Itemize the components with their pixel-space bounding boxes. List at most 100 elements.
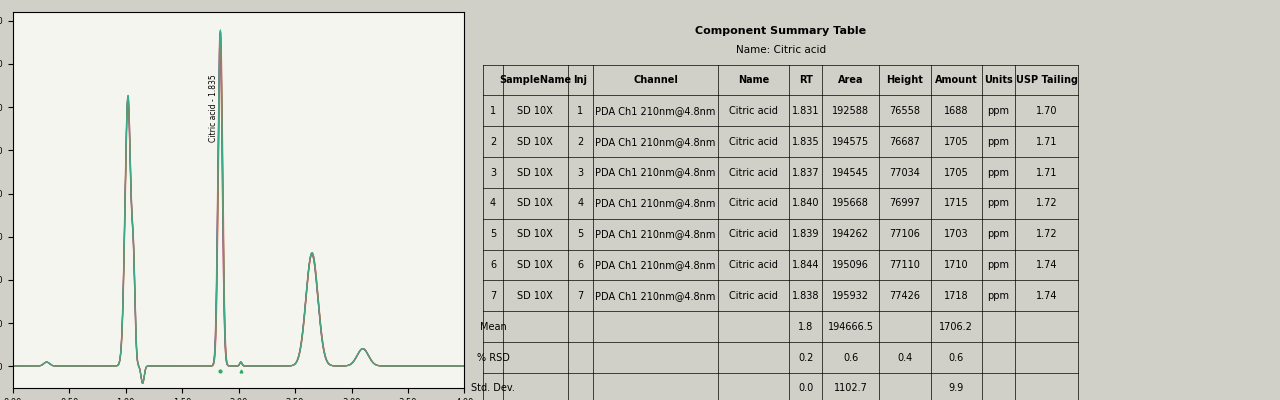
Text: Component Summary Table: Component Summary Table <box>695 26 867 36</box>
Text: PDA Ch1 210nm@4.8nm: PDA Ch1 210nm@4.8nm <box>595 106 716 116</box>
Text: Citric acid: Citric acid <box>730 137 778 147</box>
Text: 195932: 195932 <box>832 291 869 301</box>
Text: PDA Ch1 210nm@4.8nm: PDA Ch1 210nm@4.8nm <box>595 291 716 301</box>
Text: 0.2: 0.2 <box>797 352 813 362</box>
Text: 77034: 77034 <box>890 168 920 178</box>
Text: Citric acid: Citric acid <box>730 106 778 116</box>
Text: 192588: 192588 <box>832 106 869 116</box>
Text: SD 10X: SD 10X <box>517 137 553 147</box>
Text: 6: 6 <box>577 260 584 270</box>
Text: Amount: Amount <box>934 75 978 85</box>
Text: 76558: 76558 <box>890 106 920 116</box>
Text: 2: 2 <box>577 137 584 147</box>
Text: PDA Ch1 210nm@4.8nm: PDA Ch1 210nm@4.8nm <box>595 260 716 270</box>
Text: 1: 1 <box>577 106 584 116</box>
Text: 1.835: 1.835 <box>792 137 819 147</box>
Text: PDA Ch1 210nm@4.8nm: PDA Ch1 210nm@4.8nm <box>595 137 716 147</box>
Text: 4: 4 <box>490 198 497 208</box>
Text: 7: 7 <box>490 291 497 301</box>
Text: ppm: ppm <box>987 291 1010 301</box>
Text: Inj: Inj <box>573 75 588 85</box>
Text: 1710: 1710 <box>943 260 969 270</box>
Text: 1.837: 1.837 <box>792 168 819 178</box>
Text: 1.838: 1.838 <box>792 291 819 301</box>
Text: Name: Name <box>737 75 769 85</box>
Text: SD 10X: SD 10X <box>517 168 553 178</box>
Text: 5: 5 <box>577 229 584 239</box>
Text: 1.831: 1.831 <box>792 106 819 116</box>
Text: 9.9: 9.9 <box>948 383 964 393</box>
Text: 6: 6 <box>490 260 497 270</box>
Text: 1.8: 1.8 <box>797 322 813 332</box>
Text: Units: Units <box>984 75 1012 85</box>
Text: Citric acid: Citric acid <box>730 229 778 239</box>
Text: ppm: ppm <box>987 137 1010 147</box>
Text: RT: RT <box>799 75 813 85</box>
Text: Name: Citric acid: Name: Citric acid <box>736 44 826 54</box>
Text: 1: 1 <box>490 106 497 116</box>
Text: 194262: 194262 <box>832 229 869 239</box>
Text: 1.74: 1.74 <box>1036 291 1057 301</box>
Text: 0.4: 0.4 <box>897 352 913 362</box>
Text: SD 10X: SD 10X <box>517 229 553 239</box>
Text: 5: 5 <box>490 229 497 239</box>
Text: Height: Height <box>886 75 923 85</box>
Text: 1.72: 1.72 <box>1036 198 1057 208</box>
Text: 0.6: 0.6 <box>844 352 859 362</box>
Text: 7: 7 <box>577 291 584 301</box>
Text: 1688: 1688 <box>943 106 969 116</box>
Text: ppm: ppm <box>987 260 1010 270</box>
Text: 1718: 1718 <box>943 291 969 301</box>
Text: 1715: 1715 <box>943 198 969 208</box>
Text: 1705: 1705 <box>943 137 969 147</box>
Text: SD 10X: SD 10X <box>517 106 553 116</box>
Text: 1703: 1703 <box>943 229 969 239</box>
Text: 194545: 194545 <box>832 168 869 178</box>
Text: 194575: 194575 <box>832 137 869 147</box>
Text: 4: 4 <box>577 198 584 208</box>
Text: SD 10X: SD 10X <box>517 291 553 301</box>
Text: USP Tailing: USP Tailing <box>1016 75 1078 85</box>
Text: PDA Ch1 210nm@4.8nm: PDA Ch1 210nm@4.8nm <box>595 168 716 178</box>
Text: 1.72: 1.72 <box>1036 229 1057 239</box>
Text: SD 10X: SD 10X <box>517 198 553 208</box>
Text: 1.74: 1.74 <box>1036 260 1057 270</box>
Text: Citric acid: Citric acid <box>730 260 778 270</box>
Text: SD 10X: SD 10X <box>517 260 553 270</box>
Text: 77110: 77110 <box>890 260 920 270</box>
Text: Citric acid - 1.835: Citric acid - 1.835 <box>209 74 218 142</box>
Text: Std. Dev.: Std. Dev. <box>471 383 515 393</box>
Text: 1.839: 1.839 <box>792 229 819 239</box>
Text: Citric acid: Citric acid <box>730 168 778 178</box>
Text: 1.844: 1.844 <box>792 260 819 270</box>
Text: 1.840: 1.840 <box>792 198 819 208</box>
Text: 1705: 1705 <box>943 168 969 178</box>
Text: % RSD: % RSD <box>476 352 509 362</box>
Text: 76687: 76687 <box>890 137 920 147</box>
Text: 0.0: 0.0 <box>797 383 813 393</box>
Text: 1102.7: 1102.7 <box>833 383 868 393</box>
Text: 1706.2: 1706.2 <box>940 322 973 332</box>
Text: 3: 3 <box>490 168 497 178</box>
Text: ppm: ppm <box>987 198 1010 208</box>
Text: ppm: ppm <box>987 106 1010 116</box>
Text: Mean: Mean <box>480 322 507 332</box>
Text: 2: 2 <box>490 137 497 147</box>
Text: ppm: ppm <box>987 229 1010 239</box>
Text: 77106: 77106 <box>890 229 920 239</box>
Text: 1.71: 1.71 <box>1036 168 1057 178</box>
Text: ppm: ppm <box>987 168 1010 178</box>
Text: Citric acid: Citric acid <box>730 291 778 301</box>
Text: 77426: 77426 <box>890 291 920 301</box>
Text: Channel: Channel <box>634 75 678 85</box>
Text: 194666.5: 194666.5 <box>828 322 874 332</box>
Text: 195096: 195096 <box>832 260 869 270</box>
Text: 3: 3 <box>577 168 584 178</box>
Text: PDA Ch1 210nm@4.8nm: PDA Ch1 210nm@4.8nm <box>595 229 716 239</box>
Text: 76997: 76997 <box>890 198 920 208</box>
Text: Citric acid: Citric acid <box>730 198 778 208</box>
Text: 1.71: 1.71 <box>1036 137 1057 147</box>
Text: 1.70: 1.70 <box>1036 106 1057 116</box>
Text: SampleName: SampleName <box>499 75 571 85</box>
Text: 195668: 195668 <box>832 198 869 208</box>
